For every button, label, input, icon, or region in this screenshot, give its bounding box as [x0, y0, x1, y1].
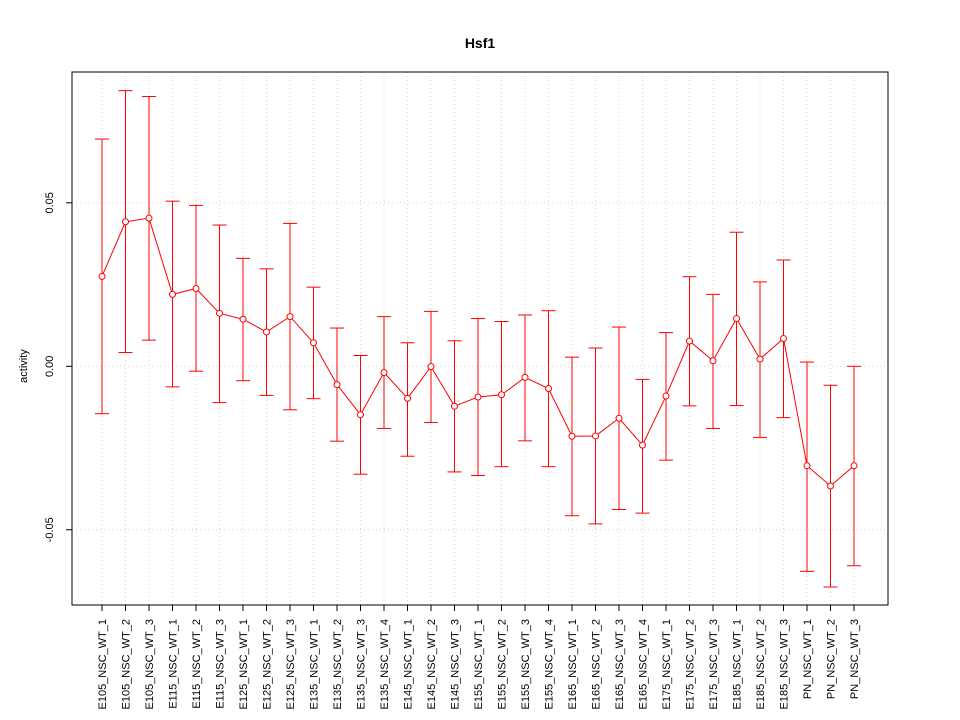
- data-point: [98, 272, 106, 280]
- data-point: [169, 290, 176, 298]
- y-axis-label: activity: [18, 349, 30, 383]
- data-point: [474, 393, 482, 401]
- x-tick-label: E155_NSC_WT_1: [473, 619, 485, 710]
- x-tick-label: E155_NSC_WT_2: [497, 619, 509, 710]
- data-point: [357, 411, 364, 419]
- data-point: [592, 432, 599, 440]
- data-point: [310, 339, 317, 347]
- x-tick-label: PN_NSC_WT_3: [849, 619, 861, 699]
- data-point: [780, 335, 787, 342]
- data-point: [803, 462, 811, 470]
- chart-title: Hsf1: [465, 35, 496, 51]
- data-point: [145, 214, 153, 222]
- plot-frame: [71, 71, 889, 606]
- x-tick-label: E135_NSC_WT_3: [356, 619, 368, 710]
- data-point: [404, 394, 411, 402]
- y-tick-label: -0.05: [44, 517, 56, 542]
- series: [95, 90, 861, 588]
- x-tick-label: E185_NSC_WT_3: [779, 619, 791, 710]
- x-tick-label: E145_NSC_WT_2: [426, 619, 438, 710]
- x-tick-label: E145_NSC_WT_3: [450, 619, 462, 710]
- data-point: [239, 315, 247, 323]
- data-point: [709, 357, 717, 365]
- axes: -0.05 0.00 0.05 E105_NSC_WT_1 E105_NSC_WT_2 E…: [44, 71, 889, 710]
- data-point: [850, 462, 858, 470]
- data-point: [498, 391, 505, 399]
- y-tick-label: 0.00: [44, 356, 56, 377]
- x-tick-label: E165_NSC_WT_4: [638, 619, 650, 710]
- data-point: [122, 218, 129, 226]
- x-tick-label: E115_NSC_WT_2: [191, 619, 203, 709]
- data-point: [333, 381, 341, 389]
- data-point: [568, 432, 576, 440]
- grid: [72, 72, 888, 605]
- data-point: [263, 328, 270, 336]
- y-tick-label: 0.05: [44, 192, 56, 213]
- x-tick-label: E105_NSC_WT_1: [97, 619, 109, 710]
- x-tick-label: E125_NSC_WT_3: [285, 619, 297, 710]
- x-tick-label: E185_NSC_WT_1: [732, 619, 744, 710]
- data-point: [216, 309, 223, 317]
- x-tick-label: E185_NSC_WT_2: [755, 619, 767, 710]
- x-tick-label: E135_NSC_WT_4: [379, 619, 391, 710]
- x-tick-label: E155_NSC_WT_3: [520, 619, 532, 710]
- x-tick-label: E135_NSC_WT_1: [309, 619, 321, 710]
- x-tick-label: E105_NSC_WT_3: [144, 619, 156, 710]
- data-point: [827, 482, 834, 490]
- x-tick-label: E175_NSC_WT_2: [685, 619, 697, 710]
- x-tick-label: E145_NSC_WT_1: [403, 619, 415, 710]
- data-point: [756, 355, 764, 363]
- x-tick-label: E155_NSC_WT_4: [544, 619, 556, 710]
- data-point: [380, 369, 388, 377]
- x-tick-label: E115_NSC_WT_3: [215, 619, 227, 709]
- data-point: [286, 313, 294, 321]
- x-tick-label: PN_NSC_WT_2: [826, 619, 838, 699]
- data-point: [733, 315, 740, 323]
- data-point: [686, 337, 693, 345]
- data-point: [192, 284, 200, 292]
- x-tick-label: E125_NSC_WT_2: [262, 619, 274, 710]
- data-point: [615, 414, 623, 422]
- x-tick-label: E135_NSC_WT_2: [332, 619, 344, 710]
- x-tick-label: E115_NSC_WT_1: [168, 619, 180, 709]
- x-tick-label: PN_NSC_WT_1: [802, 619, 814, 699]
- data-point: [662, 392, 670, 400]
- x-tick-label: E165_NSC_WT_2: [591, 619, 603, 710]
- data-point: [451, 402, 458, 410]
- data-point: [545, 385, 552, 393]
- x-tick-label: E175_NSC_WT_1: [661, 619, 673, 710]
- x-tick-label: E165_NSC_WT_1: [567, 619, 579, 710]
- x-tick-label: E105_NSC_WT_2: [121, 619, 133, 710]
- x-tick-label: E175_NSC_WT_3: [708, 619, 720, 710]
- x-tick-label: E125_NSC_WT_1: [238, 619, 250, 710]
- x-tick-label: E165_NSC_WT_3: [614, 619, 626, 710]
- data-point: [521, 373, 529, 381]
- data-point: [639, 441, 646, 449]
- data-point: [427, 363, 435, 371]
